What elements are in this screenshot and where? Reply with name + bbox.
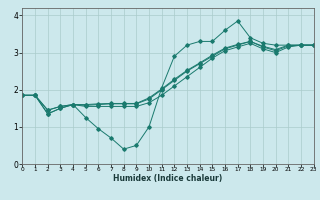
- X-axis label: Humidex (Indice chaleur): Humidex (Indice chaleur): [113, 174, 223, 183]
